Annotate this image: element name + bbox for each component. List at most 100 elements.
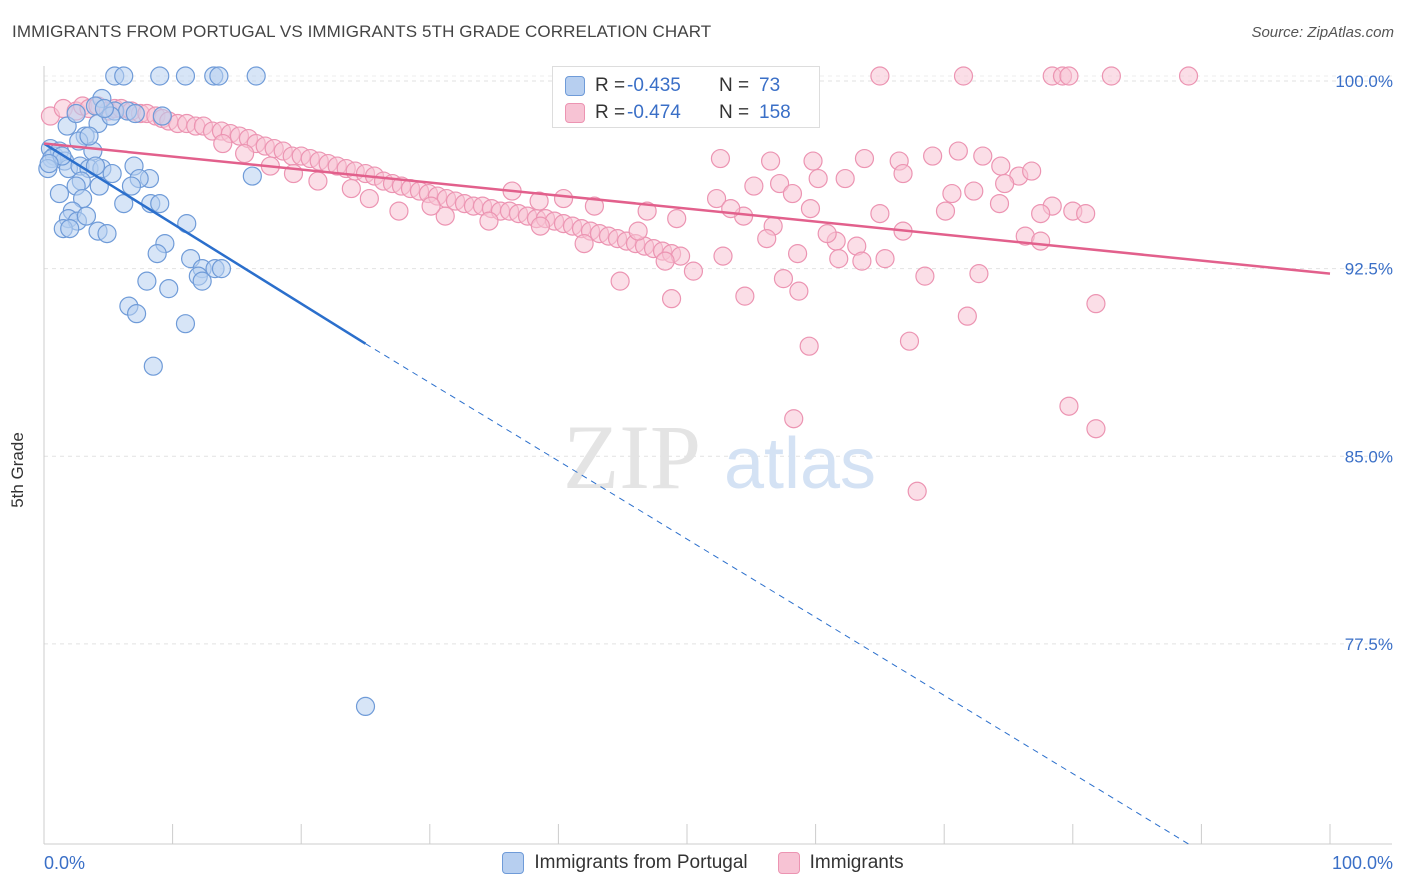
x-tick-label-min: 0.0%	[44, 853, 85, 873]
stats-n-value: 73	[759, 75, 781, 96]
stats-row-portugal: R = -0.435 N = 73	[565, 74, 780, 98]
point-immigrants	[1059, 66, 1079, 86]
stats-r-value: -0.474	[627, 102, 681, 123]
point-portugal	[246, 66, 266, 86]
point-immigrants	[529, 191, 549, 211]
point-immigrants	[610, 271, 630, 291]
stats-r-value: -0.435	[627, 75, 681, 96]
point-immigrants	[1031, 203, 1051, 224]
point-portugal	[79, 126, 99, 146]
point-immigrants	[957, 306, 977, 326]
point-immigrants	[1059, 396, 1079, 416]
point-portugal	[94, 98, 115, 119]
point-immigrants	[757, 229, 777, 249]
point-immigrants	[530, 216, 550, 236]
legend-swatch-immigrants	[777, 852, 800, 874]
watermark-zip: ZIP	[563, 406, 701, 508]
point-immigrants	[948, 141, 968, 161]
point-immigrants	[991, 156, 1011, 176]
point-immigrants	[584, 196, 605, 216]
chart-legend: Immigrants from Portugal Immigrants	[0, 852, 1406, 874]
point-immigrants	[760, 151, 781, 171]
point-immigrants	[989, 193, 1010, 214]
point-portugal	[126, 304, 147, 324]
source-label: Source: ZipAtlas.com	[1251, 24, 1394, 41]
legend-item-portugal[interactable]: Immigrants from Portugal	[502, 852, 748, 874]
y-tick-label: 85.0%	[1345, 447, 1393, 466]
point-immigrants	[769, 173, 790, 194]
point-immigrants	[628, 221, 648, 241]
point-portugal	[102, 163, 122, 184]
point-immigrants	[784, 409, 804, 429]
point-immigrants	[789, 281, 809, 301]
trend-line-immigrants	[43, 142, 1331, 275]
y-axis-label: 5th Grade	[8, 432, 27, 508]
point-immigrants	[800, 198, 821, 219]
point-immigrants	[953, 66, 974, 86]
tick-labels: 100.0% 92.5% 85.0% 77.5% 0.0% 100.0%	[44, 72, 1393, 873]
point-immigrants	[574, 234, 594, 254]
point-immigrants	[803, 151, 823, 171]
point-immigrants	[870, 203, 890, 224]
point-immigrants	[899, 331, 920, 351]
point-immigrants	[479, 211, 499, 231]
point-immigrants	[1178, 66, 1199, 86]
axes	[43, 66, 1392, 845]
point-immigrants	[1022, 161, 1042, 181]
trend-line-portugal-extension	[365, 343, 1189, 845]
point-portugal	[125, 103, 145, 124]
point-immigrants	[854, 148, 875, 169]
point-portugal	[242, 166, 262, 186]
point-immigrants	[1076, 203, 1096, 224]
point-immigrants	[341, 178, 361, 199]
point-immigrants	[655, 251, 675, 271]
point-immigrants	[667, 208, 687, 229]
point-portugal	[97, 224, 117, 244]
point-immigrants	[713, 246, 733, 266]
point-portugal	[66, 103, 86, 124]
point-portugal	[209, 66, 229, 86]
point-immigrants	[553, 188, 574, 209]
point-immigrants	[1086, 419, 1106, 439]
point-portugal	[192, 271, 212, 291]
watermark-atlas: atlas	[724, 424, 876, 504]
point-immigrants	[942, 183, 962, 204]
point-immigrants	[744, 176, 764, 196]
point-portugal	[175, 314, 196, 334]
point-immigrants	[870, 66, 890, 86]
point-immigrants	[817, 224, 837, 244]
point-immigrants	[308, 171, 328, 191]
point-portugal	[211, 259, 232, 279]
point-immigrants	[235, 143, 255, 164]
point-portugal	[114, 66, 134, 86]
point-immigrants	[995, 173, 1015, 194]
point-immigrants	[637, 201, 657, 221]
point-immigrants	[875, 249, 895, 269]
legend-swatch-portugal	[502, 852, 525, 874]
point-immigrants	[1086, 294, 1106, 314]
point-immigrants	[907, 481, 927, 501]
point-immigrants	[893, 163, 913, 184]
point-immigrants	[935, 201, 956, 221]
point-portugal	[150, 193, 170, 214]
watermark: ZIP atlas	[563, 406, 876, 508]
point-immigrants	[787, 244, 808, 264]
point-portugal	[159, 279, 179, 299]
point-immigrants	[735, 286, 755, 306]
stats-swatch-immigrants	[565, 103, 585, 123]
point-immigrants	[710, 148, 731, 169]
trend-line-portugal	[43, 142, 367, 345]
series-portugal-points	[38, 66, 376, 717]
point-immigrants	[389, 201, 409, 221]
legend-label: Immigrants	[809, 852, 904, 873]
point-immigrants	[835, 168, 855, 189]
point-immigrants	[421, 196, 441, 216]
point-immigrants	[683, 261, 704, 281]
point-immigrants	[973, 146, 993, 166]
legend-item-immigrants[interactable]: Immigrants	[777, 852, 904, 874]
stats-row-immigrants: R = -0.474 N = 158	[565, 101, 791, 125]
point-portugal	[137, 271, 157, 291]
y-tick-label: 100.0%	[1335, 72, 1393, 91]
stats-swatch-portugal	[565, 76, 585, 96]
trend-lines	[43, 142, 1331, 845]
